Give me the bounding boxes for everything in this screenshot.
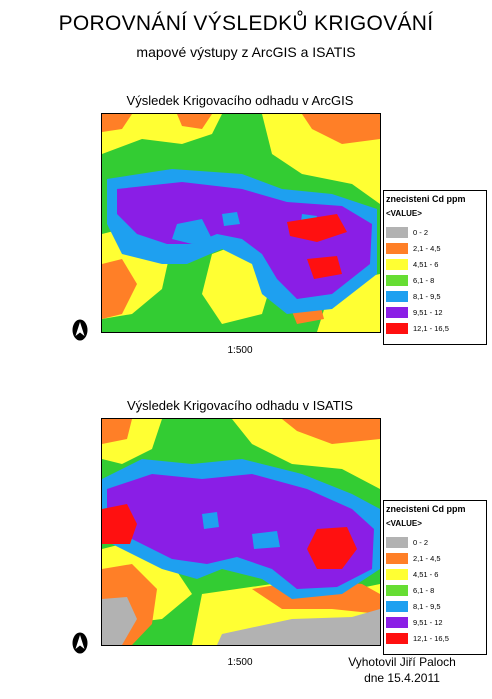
legend-label: 2,1 - 4,5 — [413, 244, 441, 253]
legend-swatch — [386, 227, 408, 238]
legend-item: 6,1 - 8 — [386, 584, 434, 597]
legend-label: 8,1 - 9,5 — [413, 292, 441, 301]
legend-label: 4,51 - 6 — [413, 260, 439, 269]
date-label: dne 15.4.2011 — [364, 671, 440, 685]
legend-item: 0 - 2 — [386, 536, 428, 549]
legend-item: 8,1 - 9,5 — [386, 600, 441, 613]
legend-label: 6,1 - 8 — [413, 276, 435, 285]
legend-label: 12,1 - 16,5 — [413, 634, 449, 643]
legend-swatch — [386, 275, 408, 286]
scale-label-arcgis: 1:500 — [227, 345, 253, 356]
map-isatis-raster — [102, 419, 380, 645]
legend-swatch — [386, 291, 408, 302]
legend-isatis: znecisteni Cd ppm <VALUE> 0 - 2 2,1 - 4,… — [383, 500, 487, 655]
legend-label: 12,1 - 16,5 — [413, 324, 449, 333]
legend-swatch — [386, 633, 408, 644]
legend-label: 2,1 - 4,5 — [413, 554, 441, 563]
legend-swatch — [386, 307, 408, 318]
legend-item: 9,51 - 12 — [386, 306, 443, 319]
legend-swatch — [386, 617, 408, 628]
map-arcgis — [101, 113, 381, 333]
legend-item: 12,1 - 16,5 — [386, 632, 449, 645]
legend-label: 9,51 - 12 — [413, 308, 443, 317]
north-arrow-icon — [72, 319, 88, 341]
north-arrow-icon — [72, 632, 88, 654]
legend-item: 4,51 - 6 — [386, 258, 438, 271]
legend-label: 8,1 - 9,5 — [413, 602, 441, 611]
legend-swatch — [386, 553, 408, 564]
map-title-arcgis: Výsledek Krigovacího odhadu v ArcGIS — [126, 93, 354, 108]
legend-label: 9,51 - 12 — [413, 618, 443, 627]
author-label: Vyhotovil Jiří Paloch — [348, 655, 456, 669]
legend-swatch — [386, 601, 408, 612]
legend-item: 4,51 - 6 — [386, 568, 438, 581]
legend-item: 0 - 2 — [386, 226, 428, 239]
legend-swatch — [386, 243, 408, 254]
legend-label: 6,1 - 8 — [413, 586, 435, 595]
legend-swatch — [386, 323, 408, 334]
legend-item: 2,1 - 4,5 — [386, 552, 441, 565]
page-subtitle: mapové výstupy z ArcGIS a ISATIS — [136, 44, 356, 60]
legend-item: 2,1 - 4,5 — [386, 242, 441, 255]
legend-field: <VALUE> — [386, 519, 422, 528]
legend-item: 9,51 - 12 — [386, 616, 443, 629]
legend-label: 4,51 - 6 — [413, 570, 439, 579]
legend-swatch — [386, 537, 408, 548]
legend-swatch — [386, 259, 408, 270]
legend-item: 12,1 - 16,5 — [386, 322, 449, 335]
legend-label: 0 - 2 — [413, 538, 429, 547]
map-isatis — [101, 418, 381, 646]
legend-label: 0 - 2 — [413, 228, 429, 237]
legend-arcgis: znecisteni Cd ppm <VALUE> 0 - 2 2,1 - 4,… — [383, 190, 487, 345]
legend-title: znecisteni Cd ppm — [386, 194, 466, 204]
legend-item: 6,1 - 8 — [386, 274, 434, 287]
map-title-isatis: Výsledek Krigovacího odhadu v ISATIS — [127, 398, 353, 413]
page-title: POROVNÁNÍ VÝSLEDKŮ KRIGOVÁNÍ — [58, 12, 434, 35]
legend-title: znecisteni Cd ppm — [386, 504, 466, 514]
map-arcgis-raster — [102, 114, 380, 332]
legend-item: 8,1 - 9,5 — [386, 290, 441, 303]
scale-label-isatis: 1:500 — [227, 657, 253, 668]
legend-field: <VALUE> — [386, 209, 422, 218]
legend-swatch — [386, 569, 408, 580]
legend-swatch — [386, 585, 408, 596]
